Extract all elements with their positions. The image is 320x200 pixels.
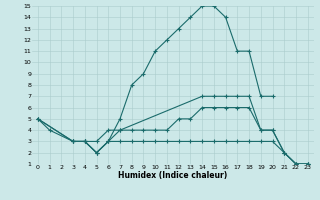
X-axis label: Humidex (Indice chaleur): Humidex (Indice chaleur) bbox=[118, 171, 228, 180]
